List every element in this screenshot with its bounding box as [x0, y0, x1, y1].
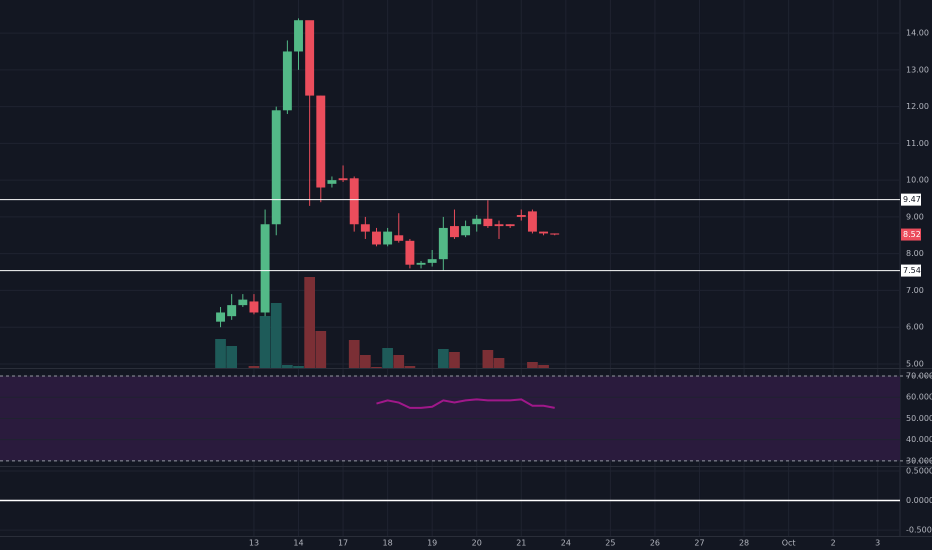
x-tick-label: 21	[516, 539, 526, 548]
horizontal-line-label: 7.54	[903, 266, 921, 275]
y-tick-label: 7.00	[906, 286, 924, 295]
candle-body	[338, 178, 348, 181]
candle-body	[450, 226, 459, 238]
x-tick-label: 18	[383, 539, 393, 548]
last-price-label: 8.52	[903, 230, 921, 239]
x-tick-label: 17	[338, 539, 348, 548]
volume-bar	[248, 366, 260, 368]
candle-body	[316, 95, 326, 188]
y-tick-label: 60.0000	[906, 393, 932, 402]
candle-body	[305, 20, 315, 96]
volume-bar	[215, 339, 226, 368]
y-tick-label: 8.00	[906, 249, 924, 258]
price-label-box	[901, 193, 921, 206]
candle-body	[438, 227, 448, 260]
y-tick-label: 11.00	[906, 139, 929, 148]
candle-body	[327, 180, 337, 184]
x-tick-label: 25	[605, 539, 615, 548]
candle-body	[494, 224, 504, 227]
horizontal-line-label: 9.47	[903, 195, 921, 204]
x-tick-label: 27	[694, 539, 704, 548]
candle-body	[260, 224, 270, 313]
candle-body	[516, 215, 526, 217]
candle-body	[271, 110, 281, 225]
y-tick-label: 0.5000	[906, 466, 932, 475]
volume-bar	[348, 340, 360, 368]
y-tick-label: 5.00	[906, 359, 924, 368]
candle-body	[227, 305, 237, 317]
candle-body	[294, 20, 303, 52]
y-tick-label: 40.0000	[906, 435, 932, 444]
candle-body	[383, 231, 393, 245]
y-tick-label: 13.00	[906, 65, 929, 74]
volume-bar	[449, 352, 460, 368]
candle-body	[394, 235, 404, 241]
x-tick-label: 26	[650, 539, 660, 548]
candle-body	[427, 259, 437, 263]
volume-bar	[304, 277, 315, 368]
y-tick-label: 12.00	[906, 102, 929, 111]
volume-bar	[315, 331, 327, 368]
candle-body	[505, 224, 515, 227]
volume-bar	[527, 362, 538, 368]
candle-body	[483, 218, 493, 227]
y-tick-label: 9.00	[906, 212, 924, 221]
volume-bar	[259, 316, 271, 368]
volume-bar	[404, 366, 416, 368]
x-tick-label: Oct	[782, 539, 796, 548]
x-tick-label: 3	[875, 539, 880, 548]
volume-bar	[538, 365, 549, 368]
candle-body	[349, 178, 359, 225]
volume-bar	[482, 350, 494, 368]
candle-body	[472, 218, 482, 225]
volume-bar	[493, 358, 505, 368]
candle-body	[416, 262, 426, 265]
x-tick-label: 28	[739, 539, 749, 548]
volume-bar	[226, 346, 238, 368]
candle-body	[461, 226, 471, 236]
volume-bar	[437, 349, 449, 368]
candle-body	[405, 240, 415, 265]
y-tick-label: 6.00	[906, 323, 924, 332]
volume-bar	[360, 355, 371, 368]
candle-body	[539, 231, 549, 234]
y-tick-label: 0.0000	[906, 496, 932, 505]
candle-body	[372, 231, 381, 245]
volume-bar	[293, 366, 304, 368]
volume-bar	[371, 367, 382, 368]
x-tick-label: 24	[561, 539, 571, 548]
candle-body	[216, 312, 225, 322]
x-tick-label: 19	[427, 539, 437, 548]
y-tick-label: 10.00	[906, 176, 929, 185]
candle-body	[360, 224, 370, 232]
volume-bar	[282, 365, 293, 368]
y-tick-label: 14.00	[906, 29, 929, 38]
candle-body	[527, 211, 537, 232]
rsi-line	[376, 398, 555, 409]
volume-bar	[270, 303, 282, 368]
last-price-box	[901, 228, 921, 241]
candle-body	[550, 233, 560, 235]
y-tick-label: -0.5000	[906, 526, 932, 535]
price-label-box	[901, 264, 921, 277]
x-tick-label: 2	[831, 539, 836, 548]
volume-bar	[382, 348, 393, 368]
x-tick-label: 14	[293, 539, 303, 548]
y-tick-label: 50.0000	[906, 414, 932, 423]
candle-body	[282, 51, 292, 111]
volume-bar	[393, 355, 405, 368]
x-tick-label: 13	[249, 539, 259, 548]
candle-body	[238, 299, 248, 306]
candle-body	[249, 301, 259, 313]
x-tick-label: 20	[472, 539, 482, 548]
